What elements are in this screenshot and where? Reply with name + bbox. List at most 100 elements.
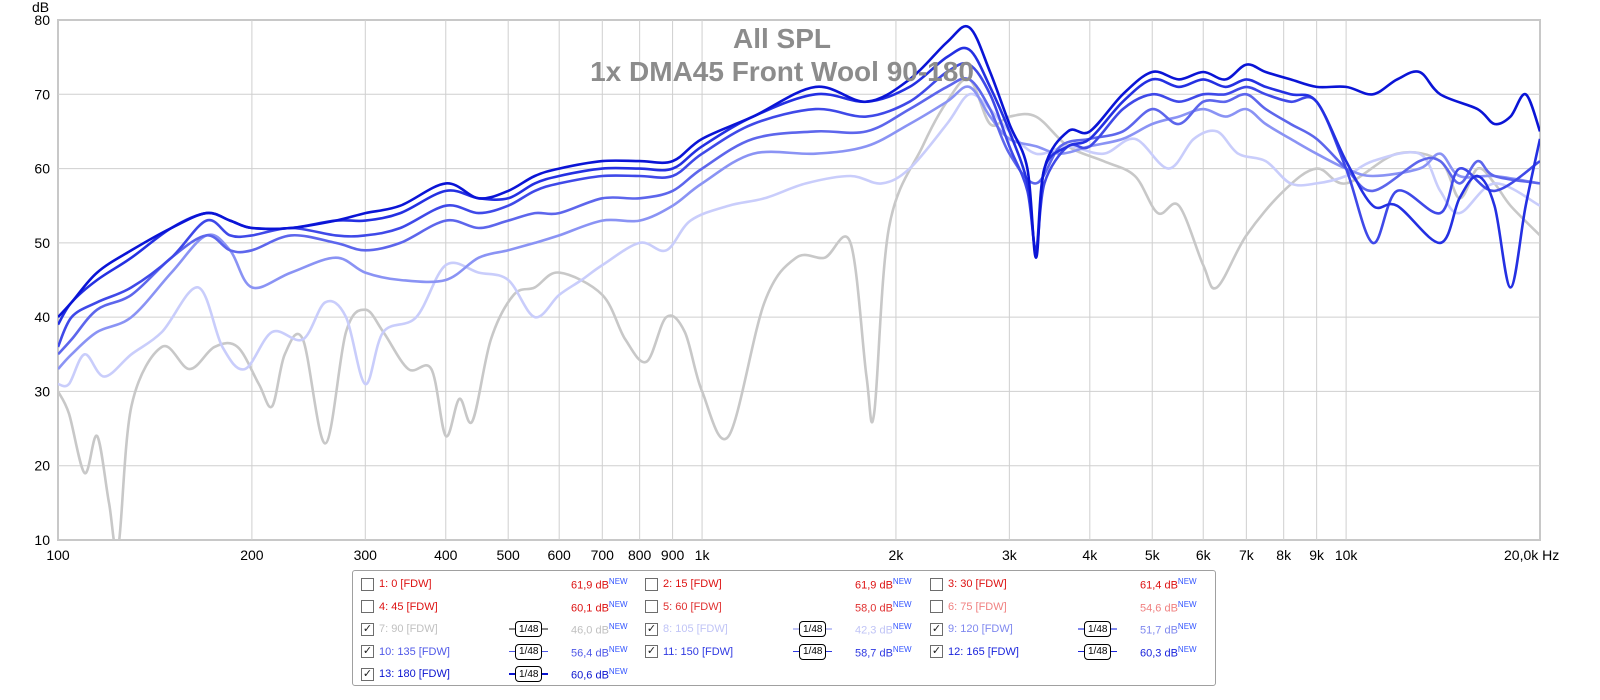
legend-value: 58,7 dBNEW bbox=[855, 644, 912, 660]
legend-checkbox[interactable] bbox=[645, 600, 658, 613]
legend-item: 2: 15 [FDW] bbox=[645, 573, 722, 595]
series-line bbox=[58, 85, 1540, 370]
smoothing-button[interactable]: 1/48 bbox=[509, 620, 549, 638]
new-tag: NEW bbox=[1177, 622, 1197, 631]
new-tag: NEW bbox=[1177, 644, 1197, 654]
tick-labels: 100 200 300 400 500 600 700 800 900 1k 2k 3k 4k 5k 6k 7… bbox=[34, 12, 1559, 563]
series-line bbox=[58, 92, 1540, 388]
x-tick-label: 9k bbox=[1309, 547, 1325, 563]
legend-checkbox[interactable] bbox=[361, 622, 374, 636]
legend-label: 11: 150 [FDW] bbox=[663, 645, 734, 658]
new-tag: NEW bbox=[608, 577, 628, 586]
legend-item: 13: 180 [FDW] bbox=[361, 663, 450, 685]
chart-title: All SPL bbox=[733, 23, 831, 54]
x-tick-label: 600 bbox=[547, 547, 571, 563]
legend-checkbox[interactable] bbox=[930, 577, 943, 591]
y-tick-label: 30 bbox=[34, 383, 50, 399]
smoothing-button[interactable]: 1/48 bbox=[509, 643, 549, 661]
new-tag: NEW bbox=[1177, 577, 1197, 586]
smoothing-button[interactable]: 1/48 bbox=[1078, 620, 1118, 638]
x-tick-label: 300 bbox=[354, 547, 378, 563]
legend-checkbox[interactable] bbox=[361, 577, 374, 591]
new-tag: NEW bbox=[608, 622, 628, 631]
x-tick-label: 8k bbox=[1276, 547, 1292, 563]
y-tick-label: 10 bbox=[34, 532, 50, 548]
new-tag: NEW bbox=[892, 644, 912, 654]
legend-panel: 1: 0 [FDW] 61,9 dBNEW 2: 15 [FDW] 61,9 dBNE… bbox=[352, 570, 1216, 686]
x-tick-label: 200 bbox=[240, 547, 264, 563]
legend-value: 58,0 dBNEW bbox=[855, 599, 912, 615]
legend-value: 61,9 dBNEW bbox=[571, 577, 628, 592]
legend-checkbox[interactable] bbox=[361, 645, 374, 658]
smoothing-button[interactable]: 1/48 bbox=[793, 643, 833, 661]
legend-checkbox[interactable] bbox=[361, 600, 374, 613]
y-tick-label: 80 bbox=[34, 12, 50, 28]
legend-item: 8: 105 [FDW] bbox=[645, 618, 728, 640]
new-tag: NEW bbox=[892, 577, 912, 586]
y-tick-label: 70 bbox=[34, 86, 50, 102]
smoothing-button[interactable]: 1/48 bbox=[793, 620, 833, 638]
legend-checkbox[interactable] bbox=[930, 622, 943, 636]
legend-value: 54,6 dBNEW bbox=[1140, 599, 1197, 615]
legend-label: 5: 60 [FDW] bbox=[663, 600, 722, 613]
series-line bbox=[58, 24, 1540, 318]
smoothing-button[interactable]: 1/48 bbox=[509, 665, 549, 683]
x-tick-label: 3k bbox=[1002, 547, 1018, 563]
legend-value: 61,9 dBNEW bbox=[855, 577, 912, 592]
legend-label: 7: 90 [FDW] bbox=[379, 623, 438, 635]
legend-label: 8: 105 [FDW] bbox=[663, 623, 728, 635]
legend-label: 13: 180 [FDW] bbox=[379, 668, 450, 680]
x-tick-label: 500 bbox=[496, 547, 520, 563]
legend-item: 3: 30 [FDW] bbox=[930, 573, 1007, 595]
y-tick-label: 50 bbox=[34, 235, 50, 251]
grid bbox=[58, 20, 1540, 540]
y-tick-label: 40 bbox=[34, 309, 50, 325]
legend-item: 9: 120 [FDW] bbox=[930, 618, 1013, 640]
x-tick-label: 900 bbox=[661, 547, 685, 563]
series-group bbox=[58, 24, 1540, 540]
legend-checkbox[interactable] bbox=[361, 667, 374, 681]
x-tick-label: 7k bbox=[1239, 547, 1255, 563]
legend-checkbox[interactable] bbox=[930, 645, 943, 658]
x-tick-label: 2k bbox=[889, 547, 905, 563]
x-tick-label: 1k bbox=[695, 547, 711, 563]
y-axis-label: dB bbox=[32, 0, 49, 15]
legend-value: 60,1 dBNEW bbox=[571, 599, 628, 615]
legend-item: 1: 0 [FDW] bbox=[361, 573, 432, 595]
x-tick-label: 800 bbox=[628, 547, 652, 563]
legend-value: 51,7 dBNEW bbox=[1140, 622, 1197, 637]
legend-label: 9: 120 [FDW] bbox=[948, 623, 1013, 635]
legend-checkbox[interactable] bbox=[645, 622, 658, 636]
series-line bbox=[58, 77, 1540, 356]
legend-value: 60,6 dBNEW bbox=[571, 667, 628, 682]
legend-item: 12: 165 [FDW] bbox=[930, 641, 1019, 663]
series-line bbox=[58, 62, 1540, 348]
smoothing-button[interactable]: 1/48 bbox=[1078, 643, 1118, 661]
legend-item: 6: 75 [FDW] bbox=[930, 596, 1007, 618]
series-line bbox=[58, 77, 1540, 540]
legend-value: 56,4 dBNEW bbox=[571, 644, 628, 660]
new-tag: NEW bbox=[892, 622, 912, 631]
new-tag: NEW bbox=[892, 599, 912, 609]
x-tick-label: 100 bbox=[46, 547, 70, 563]
x-tick-label: 6k bbox=[1196, 547, 1212, 563]
legend-value: 42,3 dBNEW bbox=[855, 622, 912, 637]
legend-checkbox[interactable] bbox=[645, 577, 658, 591]
x-tick-label: 4k bbox=[1082, 547, 1098, 563]
legend-label: 12: 165 [FDW] bbox=[948, 645, 1019, 658]
legend-label: 6: 75 [FDW] bbox=[948, 600, 1007, 613]
y-tick-label: 60 bbox=[34, 161, 50, 177]
legend-value: 61,4 dBNEW bbox=[1140, 577, 1197, 592]
plot-area bbox=[57, 19, 1541, 541]
x-tick-label: 700 bbox=[591, 547, 615, 563]
new-tag: NEW bbox=[608, 667, 628, 676]
legend-item: 11: 150 [FDW] bbox=[645, 641, 733, 663]
legend-checkbox[interactable] bbox=[930, 600, 943, 613]
legend-item: 10: 135 [FDW] bbox=[361, 641, 450, 663]
legend-checkbox[interactable] bbox=[645, 645, 658, 658]
x-tick-label: 5k bbox=[1145, 547, 1161, 563]
legend-label: 1: 0 [FDW] bbox=[379, 578, 432, 590]
legend-label: 10: 135 [FDW] bbox=[379, 645, 450, 658]
legend-value: 46,0 dBNEW bbox=[571, 622, 628, 637]
